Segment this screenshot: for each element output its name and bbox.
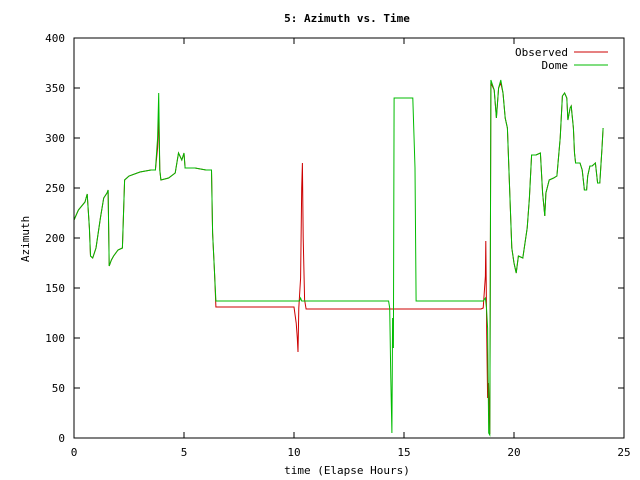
chart-title: 5: Azimuth vs. Time: [284, 12, 410, 25]
y-tick-label: 100: [45, 332, 65, 345]
axis-ticks: 0 50 100 150 200 250 300 350 400 0 5 10 15 20 25: [45, 32, 631, 459]
y-tick-label: 200: [45, 232, 65, 245]
y-tick-label: 50: [52, 382, 65, 395]
y-tick-label: 250: [45, 182, 65, 195]
x-tick-label: 10: [287, 446, 300, 459]
x-tick-label: 15: [397, 446, 410, 459]
plot-frame: [73, 37, 625, 439]
x-tick-label: 0: [71, 446, 78, 459]
x-tick-label: 5: [181, 446, 188, 459]
y-tick-label: 300: [45, 132, 65, 145]
x-tick-label: 25: [617, 446, 630, 459]
y-axis-label: Azimuth: [19, 216, 32, 262]
y-tick-label: 350: [45, 82, 65, 95]
x-axis-label: time (Elapse Hours): [284, 464, 410, 477]
plot-series: [73, 79, 604, 437]
y-tick-label: 150: [45, 282, 65, 295]
legend-label-observed: Observed: [515, 46, 568, 59]
series-line-dome: [73, 79, 604, 437]
y-tick-label: 0: [58, 432, 65, 445]
y-tick-label: 400: [45, 32, 65, 45]
legend-label-dome: Dome: [542, 59, 569, 72]
x-tick-label: 20: [507, 446, 520, 459]
